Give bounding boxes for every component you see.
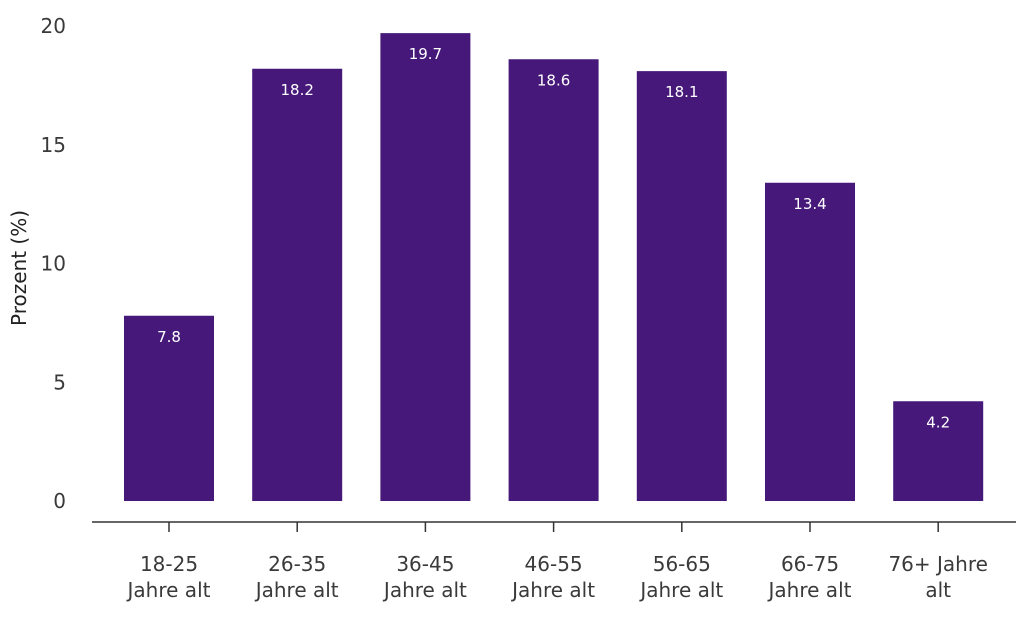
x-tick-label-line: 26-35 <box>268 552 326 576</box>
y-tick-label: 15 <box>41 133 66 157</box>
x-tick-label-line: 46-55 <box>525 552 583 576</box>
x-tick-label-line: 76+ Jahre <box>888 552 987 576</box>
bar <box>380 33 471 501</box>
x-tick-label: 76+ Jahre alt <box>888 552 987 602</box>
x-tick-label: 56-65 Jahre alt <box>638 552 723 602</box>
y-tick-label: 10 <box>41 252 66 276</box>
bars: 7.8 18.2 19.7 18.6 18.1 13.4 4.2 <box>124 33 984 501</box>
bar-value-label: 7.8 <box>157 328 181 346</box>
x-tick-label-line: Jahre alt <box>382 578 467 602</box>
x-tick-label: 46-55 Jahre alt <box>510 552 595 602</box>
bar <box>252 68 343 501</box>
bar <box>765 182 855 501</box>
x-tick-label-line: Jahre alt <box>254 578 339 602</box>
bar-value-label: 4.2 <box>926 413 950 431</box>
x-tick-label-line: alt <box>925 578 951 602</box>
bar-value-label: 13.4 <box>793 195 826 213</box>
x-tick-label-line: Jahre alt <box>510 578 595 602</box>
bar-value-label: 18.1 <box>665 83 698 101</box>
bar <box>893 401 984 501</box>
x-tick-label: 18-25 Jahre alt <box>126 552 211 602</box>
x-tick-label-line: Jahre alt <box>638 578 723 602</box>
x-tick-label-line: 18-25 <box>140 552 198 576</box>
x-tick-label: 66-75 Jahre alt <box>767 552 852 602</box>
y-tick-label: 0 <box>53 489 66 513</box>
x-tick-label-line: 36-45 <box>396 552 454 576</box>
x-tick-label-line: 56-65 <box>653 552 711 576</box>
y-tick-label: 5 <box>53 370 66 394</box>
x-tick-label-line: Jahre alt <box>767 578 852 602</box>
y-axis-title: Prozent (%) <box>7 210 31 326</box>
bar-value-label: 18.6 <box>537 71 570 89</box>
x-axis <box>92 521 1016 532</box>
y-tick-label: 20 <box>41 14 66 38</box>
bar-value-label: 19.7 <box>409 45 442 63</box>
bar <box>508 59 599 501</box>
bar <box>636 71 727 501</box>
y-axis-ticks: 0 5 10 15 20 <box>41 14 66 513</box>
x-tick-label: 26-35 Jahre alt <box>254 552 339 602</box>
x-tick-label-line: 66-75 <box>781 552 839 576</box>
bar <box>124 315 214 501</box>
bar-value-label: 18.2 <box>280 81 313 99</box>
x-tick-label-line: Jahre alt <box>126 578 211 602</box>
x-tick-label: 36-45 Jahre alt <box>382 552 467 602</box>
